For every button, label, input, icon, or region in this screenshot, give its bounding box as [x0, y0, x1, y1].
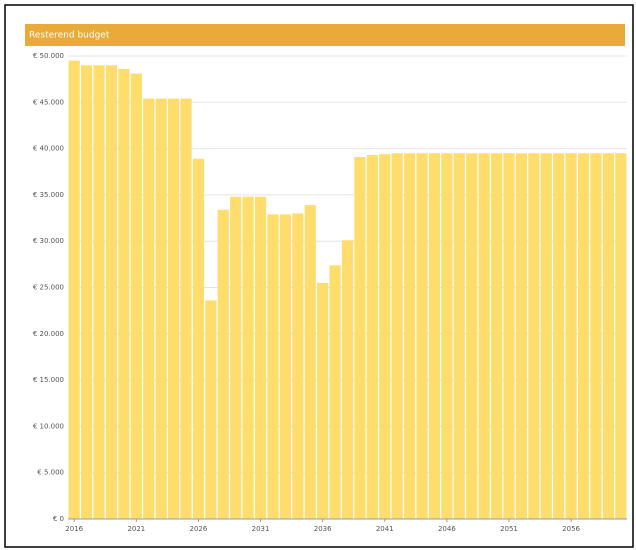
bar — [577, 153, 590, 520]
bar — [354, 156, 366, 519]
bar — [416, 153, 428, 520]
bar — [217, 209, 229, 519]
bar — [540, 153, 552, 520]
bar — [118, 68, 130, 520]
bar — [205, 300, 217, 519]
bar — [379, 154, 391, 519]
y-tick-label: € 40.000 — [33, 145, 64, 153]
bar — [478, 153, 490, 520]
bar — [155, 98, 167, 519]
bar — [391, 153, 403, 520]
bar — [68, 60, 80, 519]
x-tick-label: 2016 — [65, 525, 83, 533]
x-tick-label: 2021 — [127, 525, 145, 533]
bar — [528, 153, 540, 520]
bar — [441, 153, 453, 520]
y-tick-label: € 10.000 — [33, 422, 64, 430]
y-tick-label: € 25.000 — [33, 284, 64, 292]
y-tick-label: € 0 — [53, 515, 64, 523]
bar — [341, 240, 354, 520]
x-tick-label: 2046 — [438, 525, 456, 533]
x-tick-label: 2031 — [252, 525, 270, 533]
bar — [242, 196, 254, 519]
bar — [615, 153, 627, 520]
y-tick-label: € 35.000 — [33, 191, 64, 199]
y-tick-label: € 5.000 — [37, 469, 64, 477]
bar — [317, 282, 329, 519]
bar — [490, 153, 503, 520]
bar — [565, 153, 577, 520]
bar — [590, 153, 602, 520]
bar — [602, 153, 614, 520]
bar — [292, 213, 304, 520]
y-tick-label: € 15.000 — [33, 376, 64, 384]
bar — [143, 98, 155, 519]
x-tick-label: 2056 — [562, 525, 580, 533]
header-bar — [25, 24, 625, 46]
bar — [105, 65, 118, 519]
bar — [192, 158, 205, 519]
x-tick-label: 2026 — [190, 525, 208, 533]
bar — [553, 153, 565, 520]
y-tick-label: € 20.000 — [33, 330, 64, 338]
y-tick-label: € 50.000 — [33, 52, 64, 60]
bar — [130, 73, 142, 520]
bar — [428, 153, 441, 520]
bar — [329, 265, 341, 519]
bar — [180, 98, 192, 519]
bar — [503, 153, 515, 520]
y-tick-label: € 45.000 — [33, 98, 64, 106]
bar — [515, 153, 528, 520]
bar — [304, 205, 316, 519]
bar — [404, 153, 416, 520]
bar — [230, 196, 242, 519]
bar — [167, 98, 180, 519]
bar — [453, 153, 465, 520]
bar — [279, 214, 291, 519]
bar — [267, 214, 279, 519]
x-tick-label: 2051 — [500, 525, 518, 533]
bar — [466, 153, 478, 520]
x-tick-label: 2041 — [376, 525, 394, 533]
chart-title: Resterend budget — [29, 31, 110, 41]
x-tick-label: 2036 — [314, 525, 332, 533]
bar — [81, 65, 93, 519]
y-tick-label: € 30.000 — [33, 237, 64, 245]
bar — [254, 196, 267, 519]
bar — [366, 155, 378, 519]
bar — [93, 65, 105, 519]
